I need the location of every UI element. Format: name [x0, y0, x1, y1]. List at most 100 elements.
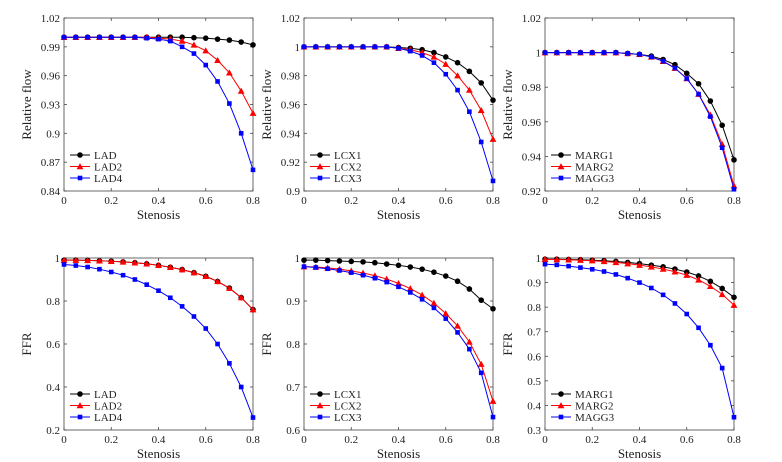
y-tick-label: 1 [295, 253, 301, 265]
marker-point-14 [467, 109, 472, 115]
marker-point-15 [719, 122, 725, 129]
marker-point-1 [554, 50, 560, 55]
marker-point-15 [478, 370, 484, 376]
y-tick-label: 1 [536, 48, 542, 60]
marker-point-15 [237, 87, 245, 94]
legend-entry-label: MARG2 [575, 162, 614, 174]
marker-point-12 [442, 54, 449, 60]
legend-entry-label: MARG1 [575, 389, 614, 401]
legend-entry-label: LCX3 [334, 412, 362, 424]
marker-point-11 [190, 41, 198, 48]
x-tick-label: 0.2 [344, 434, 358, 446]
marker-point-4 [348, 270, 354, 275]
y-tick-label: 0.7 [286, 382, 300, 394]
marker-point-16 [249, 109, 257, 116]
marker-point-6 [372, 275, 378, 281]
marker-point-6 [132, 34, 138, 40]
x-tick-label: 0 [542, 434, 548, 446]
marker-point-legend [558, 414, 564, 420]
chart-panel-2: 0 0.2 0.4 0.6 0.8 0.9 0.92 0.94 0.96 0.98 1 1.02 Ste… [259, 13, 500, 222]
marker-point-15 [237, 294, 245, 301]
legend-entry-label: LCX2 [334, 401, 362, 413]
x-tick-label: 0.6 [199, 195, 213, 207]
marker-point-2 [324, 257, 331, 264]
x-tick-label: 0 [542, 195, 548, 207]
marker-point-2 [325, 44, 330, 50]
marker-point-15 [719, 285, 725, 292]
marker-point-0 [61, 34, 67, 40]
marker-point-3 [577, 256, 584, 263]
marker-point-6 [132, 277, 138, 282]
marker-point-1 [313, 265, 319, 270]
marker-point-14 [707, 278, 714, 285]
series-lcx1 [301, 257, 496, 312]
y-axis-label: Relative flow [500, 69, 515, 140]
marker-point-4 [108, 269, 114, 275]
marker-point-4 [107, 257, 115, 264]
marker-point-5 [120, 272, 126, 278]
marker-point-0 [301, 44, 307, 50]
marker-point-14 [467, 346, 472, 352]
marker-point-5 [360, 272, 366, 278]
y-tick-label: 0.92 [522, 186, 541, 198]
series-line-lcx3 [304, 46, 494, 182]
marker-point-14 [465, 86, 473, 93]
marker-point-9 [649, 54, 654, 60]
y-tick-label: 0.94 [522, 151, 542, 163]
legend-entry-label: LAD4 [94, 412, 123, 424]
marker-point-10 [178, 266, 186, 273]
marker-point-15 [238, 384, 244, 390]
legend-entry-label: LCX2 [334, 162, 362, 174]
x-tick-label: 0.6 [439, 434, 453, 446]
marker-point-7 [383, 261, 390, 267]
marker-point-legend [76, 402, 84, 409]
x-axis-label: Stenosis [377, 207, 420, 222]
legend-entry-label: LCX1 [334, 389, 362, 401]
marker-point-7 [384, 44, 389, 50]
y-tick-label: 0.87 [41, 157, 61, 169]
x-tick-label: 0.8 [727, 434, 741, 446]
marker-point-4 [108, 34, 114, 40]
marker-point-0 [542, 50, 548, 55]
marker-point-16 [490, 305, 496, 312]
marker-point-3 [337, 268, 342, 273]
legend-entry-label: LCX1 [334, 150, 362, 162]
legend-entry-label: MAGG3 [575, 412, 615, 424]
marker-point-15 [477, 106, 485, 113]
marker-point-14 [227, 361, 232, 366]
marker-point-11 [431, 60, 437, 65]
series-line-magg3 [544, 263, 735, 418]
marker-point-3 [336, 258, 343, 264]
marker-point-2 [84, 256, 92, 264]
chart-panel-4: 0 0.2 0.4 0.6 0.80.20.40.60.81StenosisFFRLAD… [19, 253, 260, 461]
marker-point-13 [454, 278, 461, 285]
marker-point-13 [455, 87, 460, 93]
legend-entry-label: MARG2 [575, 401, 614, 413]
marker-point-5 [360, 259, 366, 265]
marker-point-15 [719, 365, 725, 371]
x-tick-label: 0.4 [633, 195, 647, 207]
x-tick-label: 0.8 [246, 195, 260, 207]
marker-point-8 [395, 262, 402, 269]
series-line-lcx2 [304, 46, 494, 140]
y-tick-label: 0.4 [527, 400, 541, 412]
marker-point-13 [214, 56, 221, 64]
marker-point-legend [76, 163, 84, 170]
x-tick-label: 0.2 [585, 434, 599, 446]
marker-point-9 [408, 48, 413, 54]
marker-point-3 [97, 266, 102, 272]
series-lad4 [61, 262, 256, 420]
marker-point-11 [431, 49, 437, 56]
marker-point-legend [317, 414, 323, 420]
series-magg3 [542, 50, 737, 192]
x-tick-label: 0.4 [392, 434, 406, 446]
y-tick-label: 1.02 [41, 13, 60, 25]
y-tick-label: 0.7 [527, 327, 541, 339]
y-tick-label: 0.92 [281, 157, 300, 169]
marker-point-1 [72, 256, 80, 263]
marker-point-14 [706, 282, 714, 289]
series-line-lad4 [64, 36, 254, 171]
marker-point-16 [731, 186, 737, 192]
marker-point-8 [637, 280, 642, 285]
